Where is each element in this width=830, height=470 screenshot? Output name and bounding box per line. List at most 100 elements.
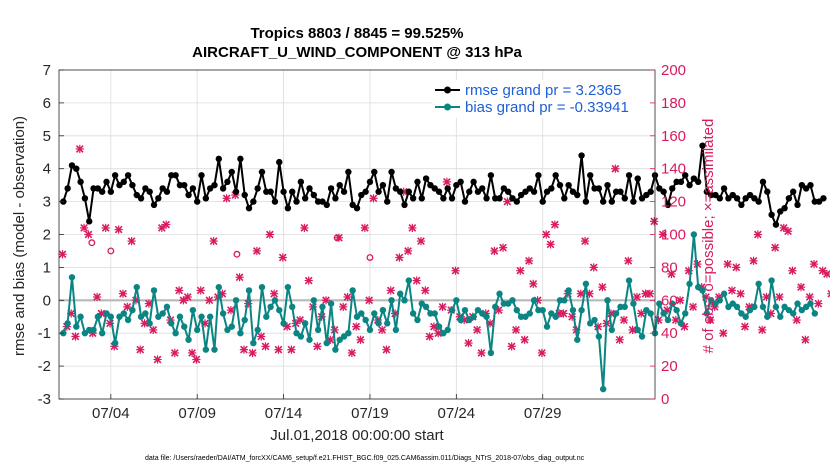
- bias-point: [720, 290, 728, 297]
- bias-point: [699, 287, 706, 294]
- bias-point: [124, 316, 132, 324]
- bias-point: [73, 323, 80, 330]
- x-tick-label: 07/19: [351, 405, 389, 422]
- bias-point: [155, 313, 162, 320]
- rmse-point: [638, 195, 646, 202]
- bias-point: [811, 310, 818, 317]
- rmse-point: [94, 185, 102, 192]
- x-tick-label: 07/04: [92, 405, 130, 422]
- rmse-point: [306, 185, 313, 192]
- obs-assimilated-marker: [632, 292, 642, 302]
- rmse-point: [237, 155, 244, 163]
- bias-point: [526, 310, 533, 317]
- rmse-point: [682, 172, 689, 179]
- obs-assimilated-marker: [75, 144, 84, 154]
- bias-point: [729, 300, 736, 307]
- bias-point: [241, 316, 248, 324]
- rmse-point: [440, 195, 447, 202]
- bias-point: [794, 300, 801, 307]
- rmse-point: [664, 201, 672, 209]
- obs-assimilated-marker: [520, 335, 529, 344]
- rmse-point: [543, 188, 551, 195]
- chart-title-line2: AIRCRAFT_U_WIND_COMPONENT @ 313 hPa: [192, 44, 522, 61]
- y-tick-label-right: 120: [661, 194, 686, 211]
- bias-point: [682, 310, 689, 317]
- rmse-point: [785, 195, 793, 202]
- bias-point: [591, 316, 598, 324]
- obs-assimilated-marker: [369, 194, 378, 203]
- obs-assimilated-marker: [92, 292, 102, 302]
- obs-assimilated-marker: [395, 253, 404, 262]
- rmse-point: [392, 185, 400, 192]
- bias-point: [431, 310, 438, 317]
- rmse-point: [729, 191, 736, 199]
- rmse-point: [155, 195, 162, 202]
- rmse-point: [301, 195, 309, 202]
- rmse-point: [561, 195, 568, 202]
- y-tick-label-left: -2: [38, 358, 51, 375]
- obs-assimilated-marker: [442, 177, 451, 186]
- legend-bias-label: bias grand pr = -0.33941: [465, 99, 629, 116]
- obs-assimilated-marker: [209, 236, 218, 246]
- bias-point: [94, 313, 102, 320]
- rmse-point: [211, 181, 218, 189]
- bias-point: [358, 310, 365, 317]
- obs-assimilated-marker: [580, 236, 590, 246]
- obs-assimilated-marker: [801, 335, 810, 344]
- bias-point: [453, 297, 460, 304]
- rmse-point: [625, 172, 633, 179]
- bias-point: [206, 313, 214, 320]
- bias-point: [690, 231, 698, 238]
- obs-assimilated-marker: [498, 243, 508, 252]
- obs-assimilated-marker: [736, 289, 745, 298]
- obs-assimilated-marker: [503, 197, 512, 206]
- obs-assimilated-marker: [170, 348, 179, 358]
- obs-assimilated-marker: [84, 230, 93, 239]
- bias-point: [751, 303, 758, 311]
- bias-point: [660, 310, 667, 317]
- rmse-point: [81, 195, 89, 202]
- rmse-point: [267, 188, 274, 195]
- bias-point: [349, 287, 356, 294]
- rmse-point: [617, 188, 624, 195]
- bias-point: [366, 326, 374, 334]
- bias-point: [345, 330, 352, 337]
- bias-point: [496, 290, 503, 297]
- rmse-point: [759, 178, 767, 186]
- bias-point: [798, 306, 806, 314]
- x-tick-label: 07/29: [524, 405, 562, 422]
- rmse-point: [163, 188, 171, 195]
- rmse-point: [327, 185, 335, 192]
- rmse-point: [194, 198, 201, 205]
- rmse-point: [656, 185, 663, 192]
- obs-assimilated-marker: [222, 194, 231, 203]
- rmse-point: [293, 198, 300, 205]
- bias-point: [716, 297, 723, 304]
- bias-point: [552, 313, 559, 320]
- bias-point: [375, 320, 382, 327]
- rmse-point: [694, 178, 702, 186]
- rmse-point: [556, 181, 564, 189]
- obs-assimilated-marker: [274, 345, 283, 354]
- bias-point: [98, 330, 106, 337]
- rmse-point: [422, 175, 430, 182]
- obs-assimilated-marker: [365, 296, 374, 305]
- bias-point: [120, 310, 127, 317]
- bias-point: [228, 323, 235, 330]
- y-tick-label-right: 20: [661, 358, 678, 375]
- rmse-point: [448, 195, 456, 202]
- bias-point: [111, 339, 119, 347]
- rmse-point: [245, 204, 253, 212]
- rmse-point: [578, 152, 585, 159]
- bias-point: [146, 320, 153, 327]
- bias-point: [582, 280, 590, 288]
- bias-point: [219, 310, 227, 317]
- bias-point: [176, 313, 184, 320]
- obs-assimilated-marker: [252, 246, 261, 256]
- obs-assimilated-marker: [464, 338, 473, 348]
- bias-point: [289, 303, 296, 311]
- rmse-point: [68, 162, 76, 169]
- bias-point: [479, 310, 486, 317]
- bias-point: [647, 310, 654, 317]
